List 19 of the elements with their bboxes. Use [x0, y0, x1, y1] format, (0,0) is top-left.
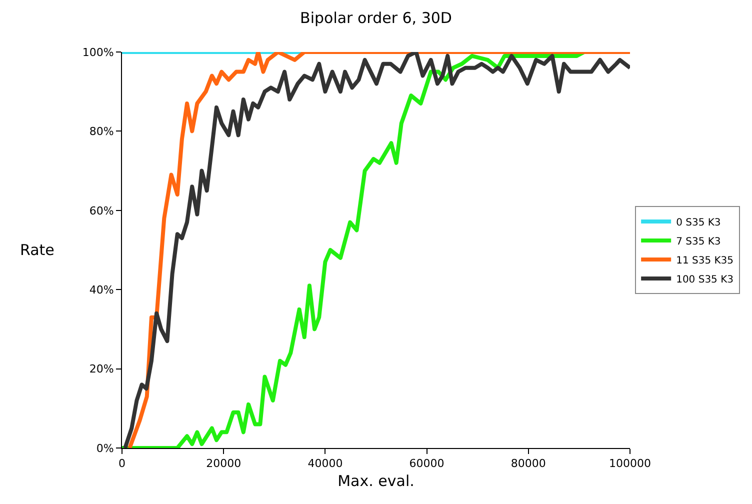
x-tick-label: 60000 — [409, 457, 444, 470]
chart-title: Bipolar order 6, 30D — [300, 8, 452, 27]
legend-label: 7 S35 K3 — [676, 236, 721, 248]
x-tick-label: 0 — [118, 457, 126, 470]
y-tick-label: 100% — [82, 46, 114, 59]
y-axis-title: Rate — [20, 241, 54, 259]
legend-label: 11 S35 K35 — [676, 255, 734, 266]
x-tick-label: 40000 — [308, 457, 343, 470]
y-tick-label: 80% — [89, 125, 114, 138]
legend-label: 100 S35 K3 — [676, 274, 734, 286]
x-axis-title: Max. eval. — [338, 472, 414, 490]
y-tick-label: 40% — [89, 283, 114, 296]
x-tick-label: 80000 — [510, 457, 546, 470]
y-tick-label: 20% — [89, 362, 114, 376]
x-tick-label: 20000 — [206, 457, 242, 470]
y-tick-label: 0% — [96, 442, 114, 455]
y-tick-label: 60% — [89, 204, 114, 218]
x-tick-label: 100000 — [609, 457, 651, 470]
legend-label: 0 S35 K3 — [676, 217, 721, 228]
